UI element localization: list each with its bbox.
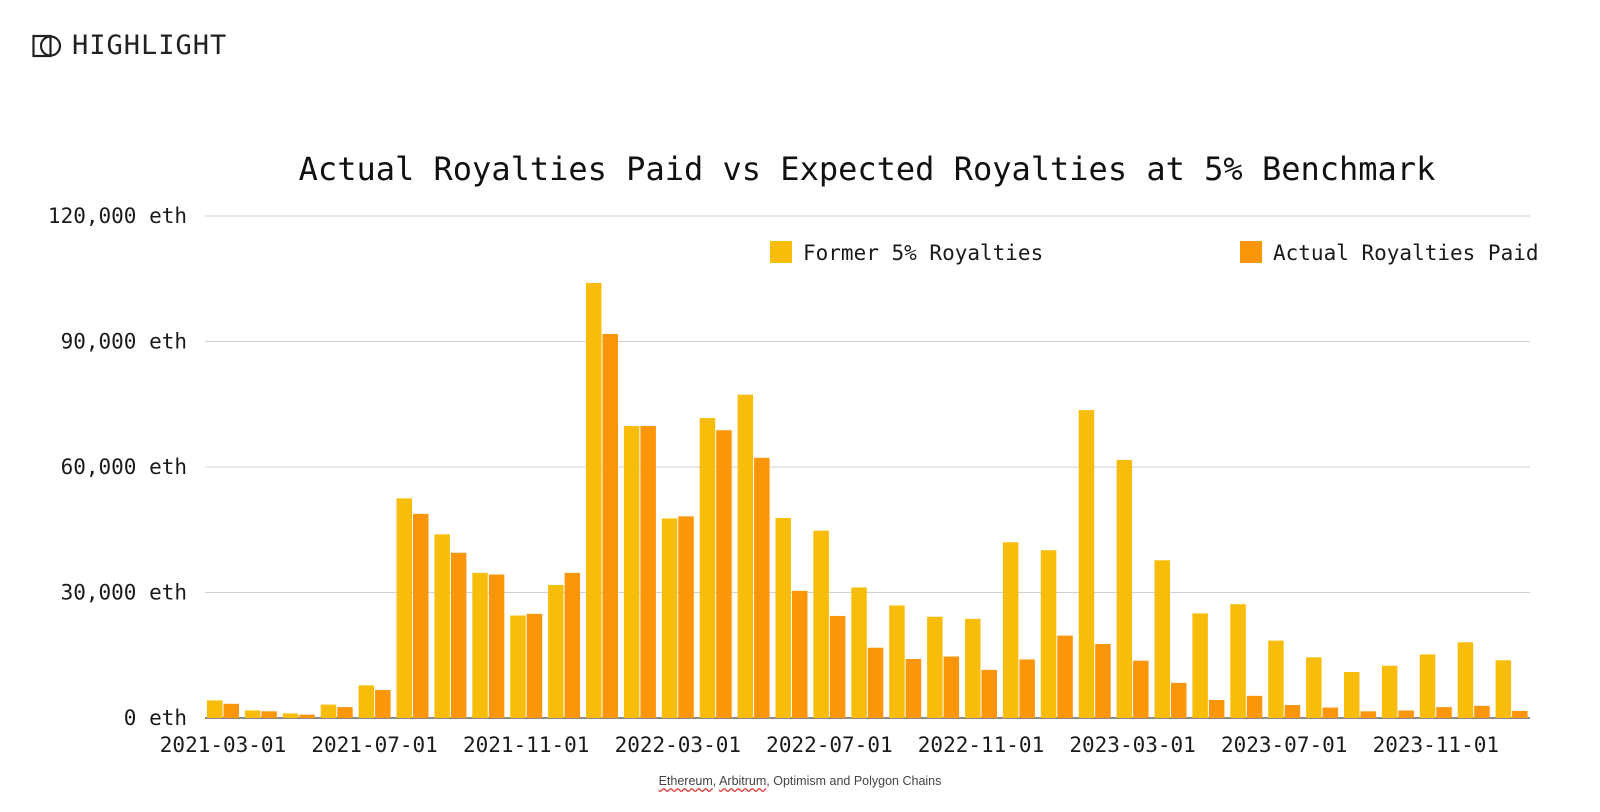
bar-former-royalties — [623, 426, 640, 718]
bar-actual-royalties — [1512, 710, 1528, 718]
y-tick-label: 0 eth — [124, 706, 187, 730]
bar-actual-royalties — [716, 430, 732, 718]
bar-actual-royalties — [1360, 711, 1376, 718]
y-tick-label: 30,000 eth — [61, 581, 187, 605]
bar-former-royalties — [965, 618, 981, 718]
bar-former-royalties — [1306, 657, 1322, 718]
bar-former-royalties — [775, 518, 791, 718]
bar-actual-royalties — [526, 613, 543, 718]
bar-former-royalties — [1154, 560, 1170, 718]
bar-former-royalties — [1419, 654, 1436, 718]
bar-actual-royalties — [413, 513, 429, 718]
bar-actual-royalties — [905, 659, 922, 718]
bar-actual-royalties — [943, 656, 960, 718]
legend-swatch — [1240, 241, 1262, 263]
legend-swatch — [770, 241, 792, 263]
legend-label: Actual Royalties Paid — [1273, 241, 1539, 265]
bar-actual-royalties — [450, 552, 467, 718]
bar-former-royalties — [1495, 660, 1512, 718]
bar-former-royalties — [889, 605, 905, 718]
bar-actual-royalties — [488, 574, 505, 718]
footnote-chain-ethereum: Ethereum — [658, 774, 713, 788]
bar-actual-royalties — [1133, 660, 1149, 718]
chart-title: Actual Royalties Paid vs Expected Royalt… — [299, 150, 1436, 188]
brand-name: HIGHLIGHT — [72, 30, 228, 61]
bar-actual-royalties — [1019, 659, 1035, 718]
bar-former-royalties — [927, 616, 943, 718]
bar-actual-royalties — [1436, 707, 1452, 718]
bar-actual-royalties — [754, 457, 770, 718]
bar-actual-royalties — [1208, 700, 1225, 718]
bar-former-royalties — [1268, 640, 1284, 718]
bar-former-royalties — [1078, 410, 1095, 718]
bar-former-royalties — [548, 584, 564, 718]
bar-actual-royalties — [1095, 643, 1111, 718]
bar-actual-royalties — [1171, 682, 1187, 718]
bar-former-royalties — [1002, 542, 1019, 718]
bar-former-royalties — [244, 710, 261, 718]
bar-former-royalties — [1116, 459, 1133, 718]
bar-actual-royalties — [1322, 707, 1339, 718]
bar-actual-royalties — [1246, 695, 1263, 718]
bar-former-royalties — [737, 394, 754, 718]
x-tick-label: 2021-11-01 — [463, 733, 589, 757]
bar-former-royalties — [851, 587, 867, 718]
bar-actual-royalties — [640, 426, 656, 718]
x-tick-label: 2023-11-01 — [1373, 733, 1499, 757]
bar-former-royalties — [813, 530, 829, 718]
bar-actual-royalties — [1474, 705, 1490, 718]
bar-former-royalties — [1040, 550, 1057, 718]
bar-former-royalties — [207, 700, 223, 718]
bar-actual-royalties — [678, 516, 694, 718]
bar-former-royalties — [358, 685, 375, 718]
bar-former-royalties — [1381, 665, 1398, 718]
bar-former-royalties — [396, 498, 412, 718]
y-tick-label: 90,000 eth — [61, 330, 187, 354]
legend-label: Former 5% Royalties — [803, 241, 1043, 265]
x-tick-label: 2023-03-01 — [1069, 733, 1195, 757]
bar-former-royalties — [586, 282, 602, 718]
footnote-chain-rest: , Optimism and Polygon Chains — [766, 774, 942, 788]
x-tick-label: 2022-11-01 — [918, 733, 1044, 757]
bar-former-royalties — [1344, 671, 1360, 718]
bar-former-royalties — [699, 418, 716, 718]
bar-actual-royalties — [867, 647, 884, 718]
y-tick-label: 120,000 eth — [48, 204, 187, 228]
bar-actual-royalties — [375, 689, 391, 718]
chart-footnote: Ethereum, Arbitrum, Optimism and Polygon… — [0, 774, 1600, 788]
bar-former-royalties — [1457, 642, 1474, 718]
bar-actual-royalties — [829, 615, 846, 718]
bar-former-royalties — [434, 534, 450, 718]
x-tick-label: 2022-07-01 — [766, 733, 892, 757]
bar-actual-royalties — [981, 669, 997, 718]
x-tick-label: 2023-07-01 — [1221, 733, 1347, 757]
bar-former-royalties — [1230, 604, 1246, 718]
bar-former-royalties — [472, 572, 488, 718]
footnote-chain-arbitrum: Arbitrum — [719, 774, 767, 788]
bar-former-royalties — [661, 518, 678, 718]
bar-actual-royalties — [261, 711, 277, 718]
bar-actual-royalties — [792, 590, 808, 718]
bar-actual-royalties — [1284, 705, 1301, 718]
y-tick-label: 60,000 eth — [61, 455, 187, 479]
bar-former-royalties — [510, 615, 526, 718]
highlight-logo-icon — [32, 34, 62, 57]
bar-actual-royalties — [602, 333, 618, 718]
bar-actual-royalties — [564, 572, 581, 718]
brand-logo: HIGHLIGHT — [32, 30, 227, 61]
bar-former-royalties — [320, 704, 337, 718]
bar-actual-royalties — [299, 714, 315, 718]
bar-actual-royalties — [1057, 635, 1073, 718]
bar-former-royalties — [1192, 613, 1208, 718]
footnote-separator: , — [712, 774, 720, 788]
x-tick-label: 2021-07-01 — [311, 733, 437, 757]
bar-former-royalties — [282, 713, 299, 718]
bar-actual-royalties — [223, 703, 239, 718]
x-tick-label: 2021-03-01 — [160, 733, 286, 757]
x-tick-label: 2022-03-01 — [615, 733, 741, 757]
bar-actual-royalties — [337, 707, 353, 718]
bar-actual-royalties — [1398, 710, 1414, 718]
